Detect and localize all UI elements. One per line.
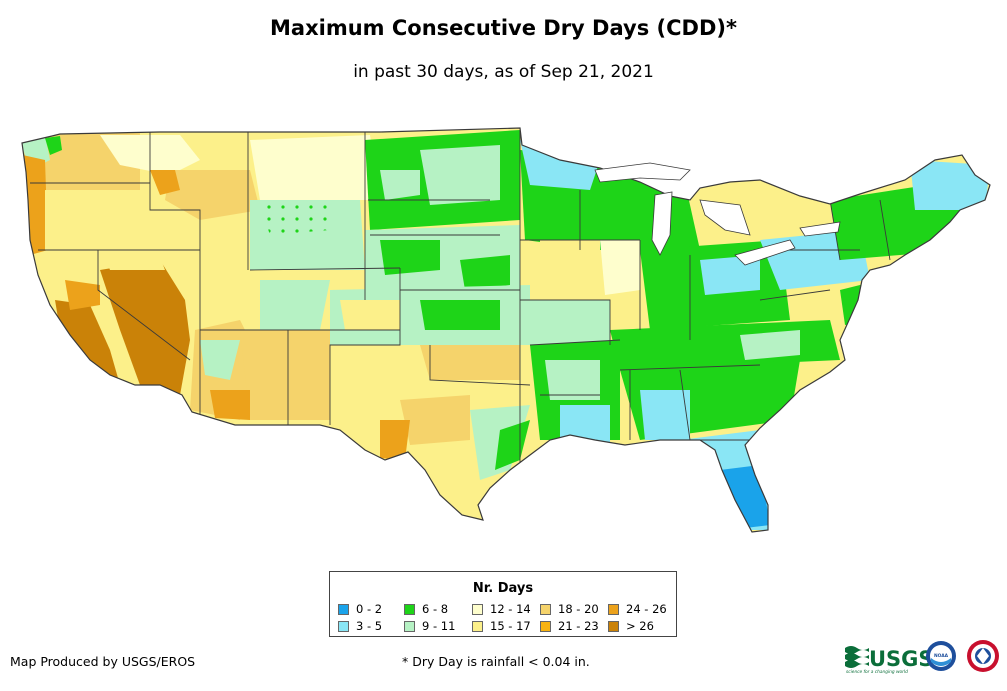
legend-swatch xyxy=(404,603,415,615)
legend-item: > 26 xyxy=(608,619,674,633)
legend-swatch xyxy=(472,620,483,632)
agency-logos: USGS science for a changing world NOAA xyxy=(845,640,999,675)
legend-swatch xyxy=(608,620,619,632)
legend-title: Nr. Days xyxy=(472,581,534,596)
noaa-wordmark: NOAA xyxy=(934,653,949,659)
legend-label: 9 - 11 xyxy=(422,619,456,633)
legend-item: 18 - 20 xyxy=(540,602,608,616)
legend-item: 3 - 5 xyxy=(338,619,404,633)
map-color-field xyxy=(22,128,990,532)
nws-logo xyxy=(967,640,999,672)
great-lakes xyxy=(594,162,841,266)
legend-item: 0 - 2 xyxy=(338,602,404,616)
usgs-wordmark: USGS xyxy=(869,647,934,671)
legend-swatch xyxy=(608,603,619,615)
legend-label: 0 - 2 xyxy=(356,602,383,616)
map-subtitle: in past 30 days, as of Sep 21, 2021 xyxy=(353,62,654,82)
legend-label: 18 - 20 xyxy=(558,602,599,616)
legend-label: 24 - 26 xyxy=(626,602,667,616)
legend-label: 6 - 8 xyxy=(422,602,449,616)
legend-grid: 0 - 2 6 - 8 12 - 14 18 - 20 24 - 26 3 - … xyxy=(338,602,674,633)
map-title: Maximum Consecutive Dry Days (CDD)* xyxy=(270,16,737,40)
map-credit: Map Produced by USGS/EROS xyxy=(10,654,196,669)
legend-swatch xyxy=(338,603,349,615)
legend-swatch xyxy=(404,620,415,632)
legend-item: 6 - 8 xyxy=(404,602,472,616)
legend-item: 9 - 11 xyxy=(404,619,472,633)
legend-label: 3 - 5 xyxy=(356,619,383,633)
usgs-logo: USGS science for a changing world xyxy=(845,646,934,675)
usgs-tagline: science for a changing world xyxy=(846,669,908,675)
legend-item: 21 - 23 xyxy=(540,619,608,633)
legend-label: 15 - 17 xyxy=(490,619,531,633)
legend-label: 12 - 14 xyxy=(490,602,531,616)
noaa-logo: NOAA xyxy=(926,641,956,671)
dry-days-map xyxy=(21,127,991,533)
legend-swatch xyxy=(472,603,483,615)
legend-box: Nr. Days 0 - 2 6 - 8 12 - 14 18 - 20 24 … xyxy=(329,571,677,637)
legend-label: 21 - 23 xyxy=(558,619,599,633)
legend-item: 15 - 17 xyxy=(472,619,540,633)
legend-item: 12 - 14 xyxy=(472,602,540,616)
dry-day-footnote: * Dry Day is rainfall < 0.04 in. xyxy=(402,654,590,669)
legend-swatch xyxy=(540,603,551,615)
legend-item: 24 - 26 xyxy=(608,602,674,616)
legend-swatch xyxy=(540,620,551,632)
legend-swatch xyxy=(338,620,349,632)
legend-label: > 26 xyxy=(626,619,654,633)
